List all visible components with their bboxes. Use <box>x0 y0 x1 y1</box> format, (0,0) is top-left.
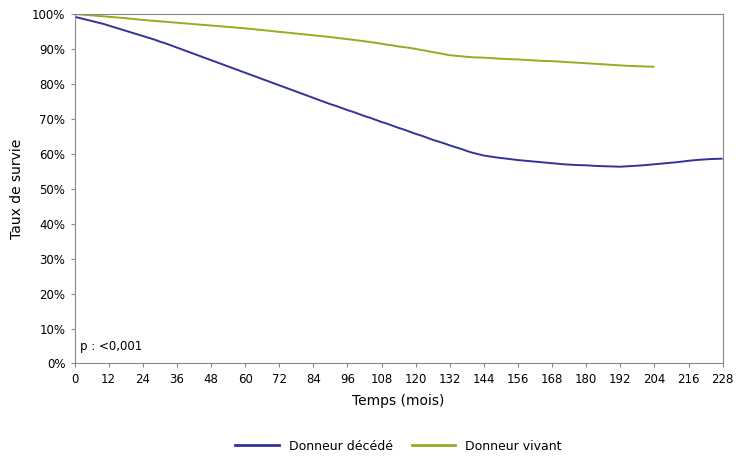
Donneur vivant <box>189 21 198 27</box>
Donneur vivant <box>650 64 659 69</box>
Donneur vivant <box>582 61 591 66</box>
Donneur vivant <box>292 31 301 36</box>
Donneur vivant <box>377 41 386 47</box>
Donneur vivant <box>434 50 443 56</box>
Donneur vivant <box>343 36 352 42</box>
Donneur vivant <box>491 55 500 61</box>
Donneur décédé <box>718 156 727 162</box>
Donneur décédé <box>206 57 215 63</box>
Donneur vivant <box>422 48 431 54</box>
Donneur vivant <box>241 26 250 31</box>
Donneur vivant <box>440 51 448 57</box>
Donneur vivant <box>627 63 636 69</box>
Donneur vivant <box>604 62 613 68</box>
Donneur vivant <box>275 29 284 34</box>
Donneur vivant <box>593 61 602 67</box>
Donneur vivant <box>468 55 477 60</box>
Donneur vivant <box>383 42 392 48</box>
Line: Donneur décédé: Donneur décédé <box>74 17 723 167</box>
Donneur vivant <box>479 55 488 61</box>
Donneur vivant <box>394 44 403 49</box>
Donneur vivant <box>411 46 420 52</box>
Donneur vivant <box>258 27 267 33</box>
Donneur vivant <box>400 44 409 50</box>
Donneur vivant <box>446 53 454 58</box>
Donneur vivant <box>121 15 130 21</box>
Donneur vivant <box>139 17 148 23</box>
Donneur décédé <box>468 150 477 156</box>
Y-axis label: Taux de survie: Taux de survie <box>10 138 24 239</box>
Donneur vivant <box>616 62 625 68</box>
Donneur vivant <box>224 24 232 30</box>
Donneur décédé <box>388 123 397 129</box>
Donneur vivant <box>502 56 511 62</box>
Donneur vivant <box>155 19 164 24</box>
Donneur décédé <box>161 41 170 46</box>
Donneur vivant <box>559 59 568 65</box>
Donneur vivant <box>513 57 522 62</box>
Donneur vivant <box>457 54 466 59</box>
Donneur vivant <box>525 57 534 63</box>
Donneur vivant <box>309 33 318 38</box>
Donneur décédé <box>70 14 79 20</box>
Donneur vivant <box>417 47 426 53</box>
Donneur vivant <box>638 64 647 69</box>
Donneur vivant <box>87 13 96 18</box>
Legend: Donneur décédé, Donneur vivant: Donneur décédé, Donneur vivant <box>235 439 562 452</box>
Donneur vivant <box>172 20 181 26</box>
Donneur vivant <box>104 14 113 20</box>
Line: Donneur vivant: Donneur vivant <box>74 14 654 67</box>
Donneur vivant <box>571 60 580 65</box>
Donneur décédé <box>616 164 625 170</box>
Donneur décédé <box>275 82 284 88</box>
Donneur vivant <box>206 23 215 28</box>
Donneur vivant <box>428 49 437 55</box>
Donneur vivant <box>70 11 79 17</box>
Donneur vivant <box>388 43 397 48</box>
Donneur vivant <box>326 34 335 40</box>
Donneur décédé <box>292 89 301 94</box>
Text: p : <0,001: p : <0,001 <box>80 340 142 353</box>
Donneur vivant <box>536 58 545 64</box>
Donneur vivant <box>405 45 414 51</box>
Donneur vivant <box>360 39 369 44</box>
X-axis label: Temps (mois): Temps (mois) <box>352 394 445 408</box>
Donneur vivant <box>548 58 557 64</box>
